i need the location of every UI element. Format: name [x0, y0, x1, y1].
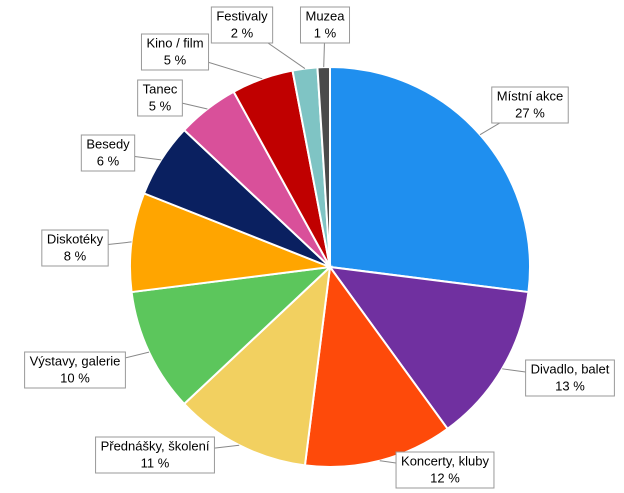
value-label: 8 %	[64, 248, 87, 263]
category-label: Výstavy, galerie	[30, 353, 121, 368]
category-label: Tanec	[143, 81, 178, 96]
category-label: Místní akce	[497, 88, 563, 103]
label-box	[299, 6, 351, 44]
data-label: Diskotéky 8 %	[41, 229, 109, 267]
category-label: Besedy	[86, 136, 130, 151]
value-label: 10 %	[60, 370, 90, 385]
category-label: Divadlo, balet	[531, 361, 610, 376]
label-box	[210, 6, 274, 44]
value-label: 11 %	[141, 455, 170, 470]
label-box	[395, 451, 495, 489]
value-label: 5 %	[149, 98, 172, 113]
pie-slice	[130, 265, 333, 406]
label-box	[137, 79, 183, 117]
data-label: Muzea 1 %	[299, 6, 351, 44]
label-box	[24, 351, 126, 389]
value-label: 27 %	[515, 105, 545, 120]
category-label: Diskotéky	[47, 231, 104, 246]
value-label: 13 %	[555, 378, 585, 393]
data-label: Tanec 5 %	[137, 79, 183, 117]
pie-slice	[129, 192, 331, 294]
data-label: Besedy 6 %	[80, 134, 136, 172]
category-label: Přednášky, školení	[101, 438, 210, 453]
value-label: 2 %	[231, 25, 254, 40]
value-label: 5 %	[164, 52, 187, 67]
label-box	[140, 33, 210, 71]
data-label: Výstavy, galerie 10 %	[24, 351, 126, 389]
category-label: Muzea	[305, 8, 345, 23]
data-label: Místní akce 27 %	[491, 86, 569, 124]
value-label: 6 %	[97, 153, 120, 168]
pie-slice	[327, 265, 530, 431]
label-box	[95, 436, 215, 474]
pie-slice	[303, 264, 449, 468]
data-label: Divadlo, balet 13 %	[525, 359, 615, 397]
label-box	[491, 86, 569, 124]
label-box	[41, 229, 109, 267]
category-label: Kino / film	[146, 35, 203, 50]
label-box	[80, 134, 136, 172]
data-label: Koncerty, kluby 12 %	[395, 451, 495, 489]
value-label: 12 %	[430, 470, 460, 485]
category-label: Festivaly	[216, 8, 268, 23]
pie-slice	[329, 65, 531, 294]
pie-slice	[316, 65, 331, 268]
data-label: Kino / film 5 %	[140, 33, 210, 71]
data-label: Přednášky, školení 11 %	[95, 436, 215, 474]
value-label: 1 %	[314, 25, 337, 40]
label-box	[525, 359, 615, 397]
data-label: Festivaly 2 %	[210, 6, 274, 44]
category-label: Koncerty, kluby	[401, 453, 489, 468]
